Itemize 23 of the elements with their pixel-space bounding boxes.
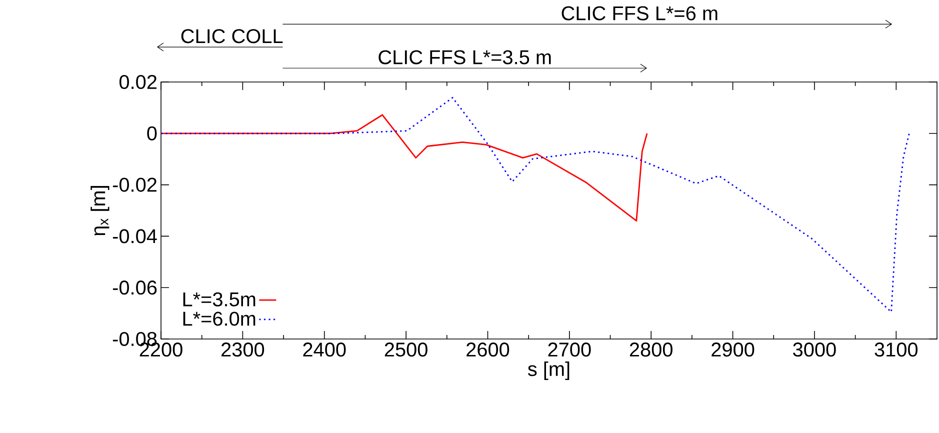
text: CLIC FFS L*=3.5 m: [378, 50, 551, 64]
y-tick-label: -0.06: [112, 280, 157, 295]
x-tick-label: 3100: [874, 342, 918, 357]
x-tick-label: 2900: [712, 342, 754, 357]
x-tick-label: 2500: [384, 342, 428, 357]
x-axis-title: s [m]: [528, 361, 570, 380]
y-tick-label: -0.02: [112, 178, 156, 192]
y-tick-label: 0: [147, 126, 157, 140]
line-series: [160, 114, 648, 222]
x-tick-label: 2800: [630, 342, 672, 357]
y-axis-title: η$_{x}$ [m]: [90, 186, 110, 236]
legend-label: L*=6.0m: [183, 312, 256, 326]
x-tick-label: 3000: [793, 342, 836, 357]
text: CLIC FFS L*=6 m: [562, 6, 718, 20]
line-series: [160, 96, 910, 313]
y-tick-label: 0.02: [119, 74, 156, 90]
x-tick-label: 2700: [548, 342, 591, 357]
x-tick-label: 2400: [303, 342, 346, 357]
legend-label: L*=3.5m: [183, 292, 256, 306]
x-tick-label: 2600: [466, 342, 510, 357]
y-tick-label: -0.04: [112, 229, 157, 244]
text: CLIC COLL: [181, 29, 283, 44]
x-tick-label: 2300: [222, 342, 264, 357]
